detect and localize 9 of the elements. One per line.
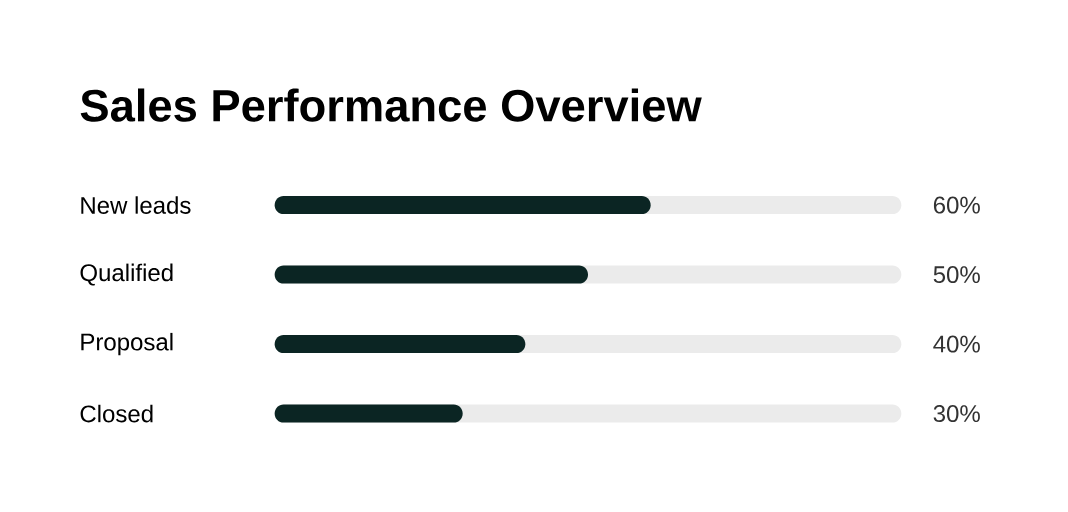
y-tick-label: New leads xyxy=(81,196,191,214)
data-label: 40% xyxy=(933,335,980,353)
data-label: 30% xyxy=(933,405,980,423)
y-tick-label: Closed xyxy=(80,404,153,423)
y-tick-label: Proposal xyxy=(81,332,173,356)
y-tick-label: Qualified xyxy=(80,263,173,286)
data-label: 60% xyxy=(933,196,980,214)
chart-title: Sales Performance Overview xyxy=(80,88,702,122)
data-label: 50% xyxy=(933,266,980,284)
